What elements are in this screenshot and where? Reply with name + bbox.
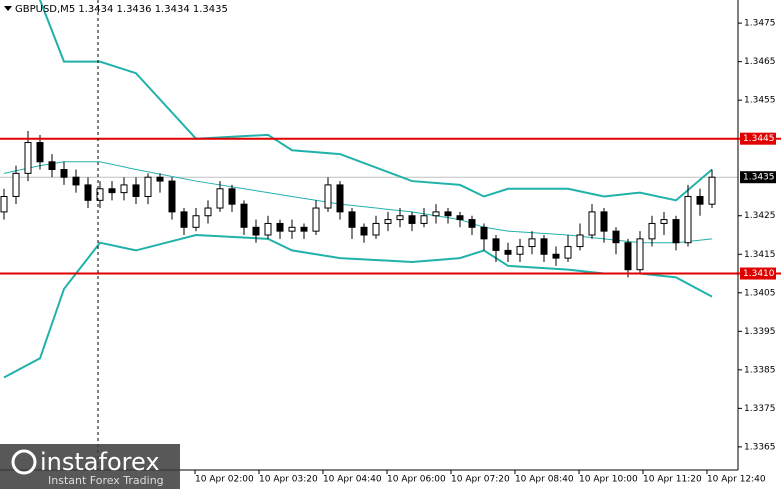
candle-body	[348, 211, 356, 228]
candle-body	[36, 142, 44, 163]
logo-icon	[11, 449, 37, 475]
candle-body	[384, 219, 392, 224]
x-tick-label: 10 Apr 06:00	[387, 475, 446, 485]
candle-body	[264, 222, 272, 236]
candle-body	[252, 226, 260, 236]
candle-body	[600, 211, 608, 232]
x-tick-label: 10 Apr 12:40	[707, 475, 766, 485]
symbol-info: GBPUSD,M5 1.3434 1.3436 1.3434 1.3435	[15, 4, 228, 15]
y-tick-label: 1.3475	[744, 19, 776, 29]
candle-body	[300, 226, 308, 232]
candle-body	[120, 184, 128, 194]
candle-body	[0, 195, 8, 213]
y-tick-label: 1.3405	[744, 288, 776, 298]
last-price-label: 1.3435	[743, 173, 775, 183]
level-label: 1.3445	[743, 134, 775, 144]
logo-tagline: Instant Forex Trading	[48, 474, 164, 487]
menu-icon	[4, 6, 12, 11]
level-label: 1.3410	[743, 269, 775, 279]
candle-body	[708, 176, 716, 205]
logo: instaforex Instant Forex Trading	[0, 444, 180, 489]
candle-body	[480, 226, 488, 240]
candle-body	[48, 161, 56, 171]
y-tick-label: 1.3375	[744, 404, 776, 414]
candle-body	[396, 215, 404, 221]
axes: 1.3475 1.3465 1.3455 1.3425 1.3415 1.3405 1.33…	[194, 19, 781, 485]
candle-body	[648, 222, 656, 240]
candle-body	[204, 207, 212, 217]
candle-body	[60, 169, 68, 178]
candle-body	[552, 253, 560, 259]
y-tick-label: 1.3395	[744, 327, 776, 337]
candle-body	[180, 211, 188, 228]
candle-body	[540, 238, 548, 255]
logo-brand: instaforex	[40, 448, 160, 476]
level-label-box	[740, 267, 776, 280]
candle-body	[672, 219, 680, 244]
candle-body	[408, 215, 416, 224]
candle-body	[636, 238, 644, 271]
candle-body	[516, 246, 524, 255]
y-tick-label: 1.3425	[744, 211, 776, 221]
candle-body	[156, 176, 164, 182]
candle-body	[168, 180, 176, 213]
candle-body	[324, 184, 332, 209]
candle-body	[420, 215, 428, 224]
y-tick-label: 1.3465	[744, 57, 776, 67]
candle-body	[528, 238, 536, 248]
candle-body	[588, 211, 596, 236]
bollinger-band	[38, 0, 713, 202]
x-tick-label: 10 Apr 04:40	[323, 475, 382, 485]
candle-body	[84, 184, 92, 201]
y-tick-label: 1.3385	[744, 365, 776, 375]
y-tick-label: 1.3415	[744, 250, 776, 260]
candle-body	[336, 184, 344, 213]
candle-body	[624, 242, 632, 271]
plot-area	[0, 0, 738, 379]
candle-body	[468, 219, 476, 228]
x-tick-label: 10 Apr 08:40	[515, 475, 574, 485]
candle-body	[684, 195, 692, 244]
candle-body	[504, 249, 512, 255]
candle-body	[12, 172, 20, 197]
y-tick-label: 1.3455	[744, 96, 776, 106]
candle-body	[192, 215, 200, 228]
candle-body	[612, 230, 620, 244]
level-label-box	[740, 132, 776, 145]
candle-body	[228, 188, 236, 205]
candle-body	[360, 226, 368, 236]
x-tick-label: 10 Apr 07:20	[451, 475, 510, 485]
candle-body	[276, 222, 284, 232]
candle-body	[240, 203, 248, 228]
x-tick-label: 10 Apr 11:20	[643, 475, 702, 485]
candle-body	[576, 234, 584, 248]
candle-body	[72, 176, 80, 186]
candle-body	[96, 188, 104, 201]
last-price-box	[740, 171, 776, 184]
candle-body	[492, 238, 500, 251]
x-tick-label: 10 Apr 03:20	[259, 475, 318, 485]
bollinger-band	[3, 161, 713, 244]
candle-body	[144, 176, 152, 197]
candle-body	[432, 211, 440, 217]
candle-body	[456, 215, 464, 221]
candle-body	[372, 222, 380, 236]
x-tick-label: 10 Apr 10:00	[579, 475, 638, 485]
candle-body	[132, 184, 140, 197]
x-tick-label: 10 Apr 02:00	[195, 475, 254, 485]
y-tick-label: 1.3365	[744, 442, 776, 452]
candle-body	[312, 207, 320, 232]
candle-body	[564, 246, 572, 259]
candle-body	[444, 211, 452, 217]
candle-body	[288, 226, 296, 232]
candle-body	[216, 188, 224, 209]
candle-body	[696, 195, 704, 205]
candle-body	[108, 188, 116, 194]
candle-body	[660, 219, 668, 224]
candle-body	[24, 142, 32, 174]
